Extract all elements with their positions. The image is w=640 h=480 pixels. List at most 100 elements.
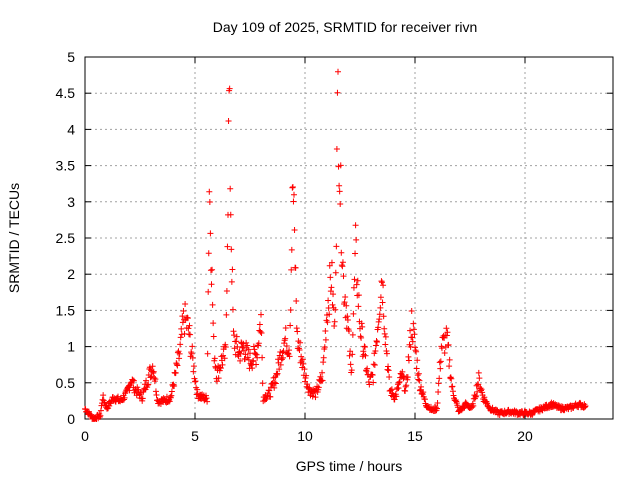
- data-point: [267, 393, 274, 400]
- data-point: [437, 358, 444, 365]
- data-point: [292, 264, 299, 271]
- data-point: [188, 350, 195, 357]
- data-point: [447, 374, 454, 381]
- data-point: [167, 393, 174, 400]
- data-point: [327, 274, 334, 281]
- data-point: [355, 303, 362, 310]
- data-points: [82, 68, 589, 422]
- data-point: [223, 311, 230, 318]
- data-point: [443, 325, 450, 332]
- data-point: [415, 376, 422, 383]
- data-point: [358, 320, 365, 327]
- data-point: [215, 375, 222, 382]
- data-point: [221, 355, 228, 362]
- data-point: [475, 381, 482, 388]
- data-point: [152, 388, 159, 395]
- data-point: [304, 381, 311, 388]
- data-point: [252, 351, 259, 358]
- data-point: [166, 398, 173, 405]
- data-point: [217, 365, 224, 372]
- data-point: [412, 347, 419, 354]
- data-point: [333, 145, 340, 152]
- data-point: [366, 381, 373, 388]
- data-point: [286, 353, 293, 360]
- data-point: [371, 361, 378, 368]
- data-point: [100, 392, 107, 399]
- data-point: [416, 377, 423, 384]
- data-point: [280, 348, 287, 355]
- data-point: [299, 356, 306, 363]
- data-point: [446, 363, 453, 370]
- data-point: [212, 363, 219, 370]
- data-point: [170, 381, 177, 388]
- data-point: [255, 340, 262, 347]
- data-point: [250, 357, 257, 364]
- data-point: [403, 382, 410, 389]
- y-tick-label: 0: [67, 411, 75, 427]
- data-point: [271, 379, 278, 386]
- data-point: [387, 387, 394, 394]
- data-point: [185, 325, 192, 332]
- data-point: [346, 328, 352, 335]
- data-point: [372, 347, 379, 354]
- data-point: [377, 304, 384, 311]
- data-point: [443, 332, 450, 339]
- data-point: [253, 351, 260, 358]
- data-point: [277, 361, 284, 368]
- data-point: [239, 343, 246, 350]
- data-point: [331, 322, 338, 329]
- data-point: [434, 405, 440, 412]
- data-point: [352, 222, 359, 229]
- data-point: [448, 375, 455, 382]
- data-point: [419, 390, 426, 397]
- data-point: [361, 343, 368, 350]
- data-point: [321, 344, 328, 351]
- y-axis-title: SRMTID / TECUs: [6, 183, 22, 293]
- x-tick-label: 20: [517, 428, 533, 444]
- data-point: [231, 332, 238, 339]
- y-tick-label: 0.5: [56, 375, 76, 391]
- y-tick-label: 4: [67, 121, 75, 137]
- data-point: [472, 393, 479, 400]
- data-point: [382, 333, 389, 340]
- data-point: [469, 404, 476, 411]
- data-point: [288, 266, 295, 273]
- data-point: [210, 320, 217, 327]
- data-point: [171, 383, 178, 390]
- data-point: [377, 294, 384, 301]
- data-point: [231, 345, 238, 352]
- data-point: [346, 352, 353, 359]
- data-point: [393, 393, 400, 400]
- data-point: [205, 288, 212, 295]
- data-point: [229, 306, 236, 313]
- data-point: [376, 316, 383, 323]
- data-point: [378, 278, 385, 285]
- data-point: [340, 273, 347, 280]
- data-point: [349, 331, 356, 338]
- data-point: [287, 322, 294, 329]
- data-point: [315, 384, 322, 391]
- data-point: [402, 388, 409, 395]
- data-point: [348, 367, 355, 374]
- data-point: [233, 333, 240, 340]
- data-point: [474, 388, 481, 395]
- data-point: [375, 318, 382, 325]
- x-tick-label: 15: [407, 428, 423, 444]
- data-point: [326, 311, 333, 318]
- data-point: [416, 387, 423, 394]
- data-point: [306, 384, 313, 391]
- data-point: [328, 284, 335, 291]
- data-point: [227, 185, 234, 192]
- data-point: [211, 355, 218, 362]
- data-point: [485, 403, 492, 410]
- x-tick-label: 0: [81, 428, 89, 444]
- data-point: [97, 407, 104, 414]
- data-point: [168, 388, 175, 395]
- data-point: [382, 341, 389, 348]
- data-point: [449, 388, 456, 395]
- data-point: [214, 378, 220, 385]
- data-point: [436, 375, 443, 382]
- data-point: [438, 345, 445, 352]
- data-point: [146, 364, 153, 371]
- data-point: [359, 323, 366, 330]
